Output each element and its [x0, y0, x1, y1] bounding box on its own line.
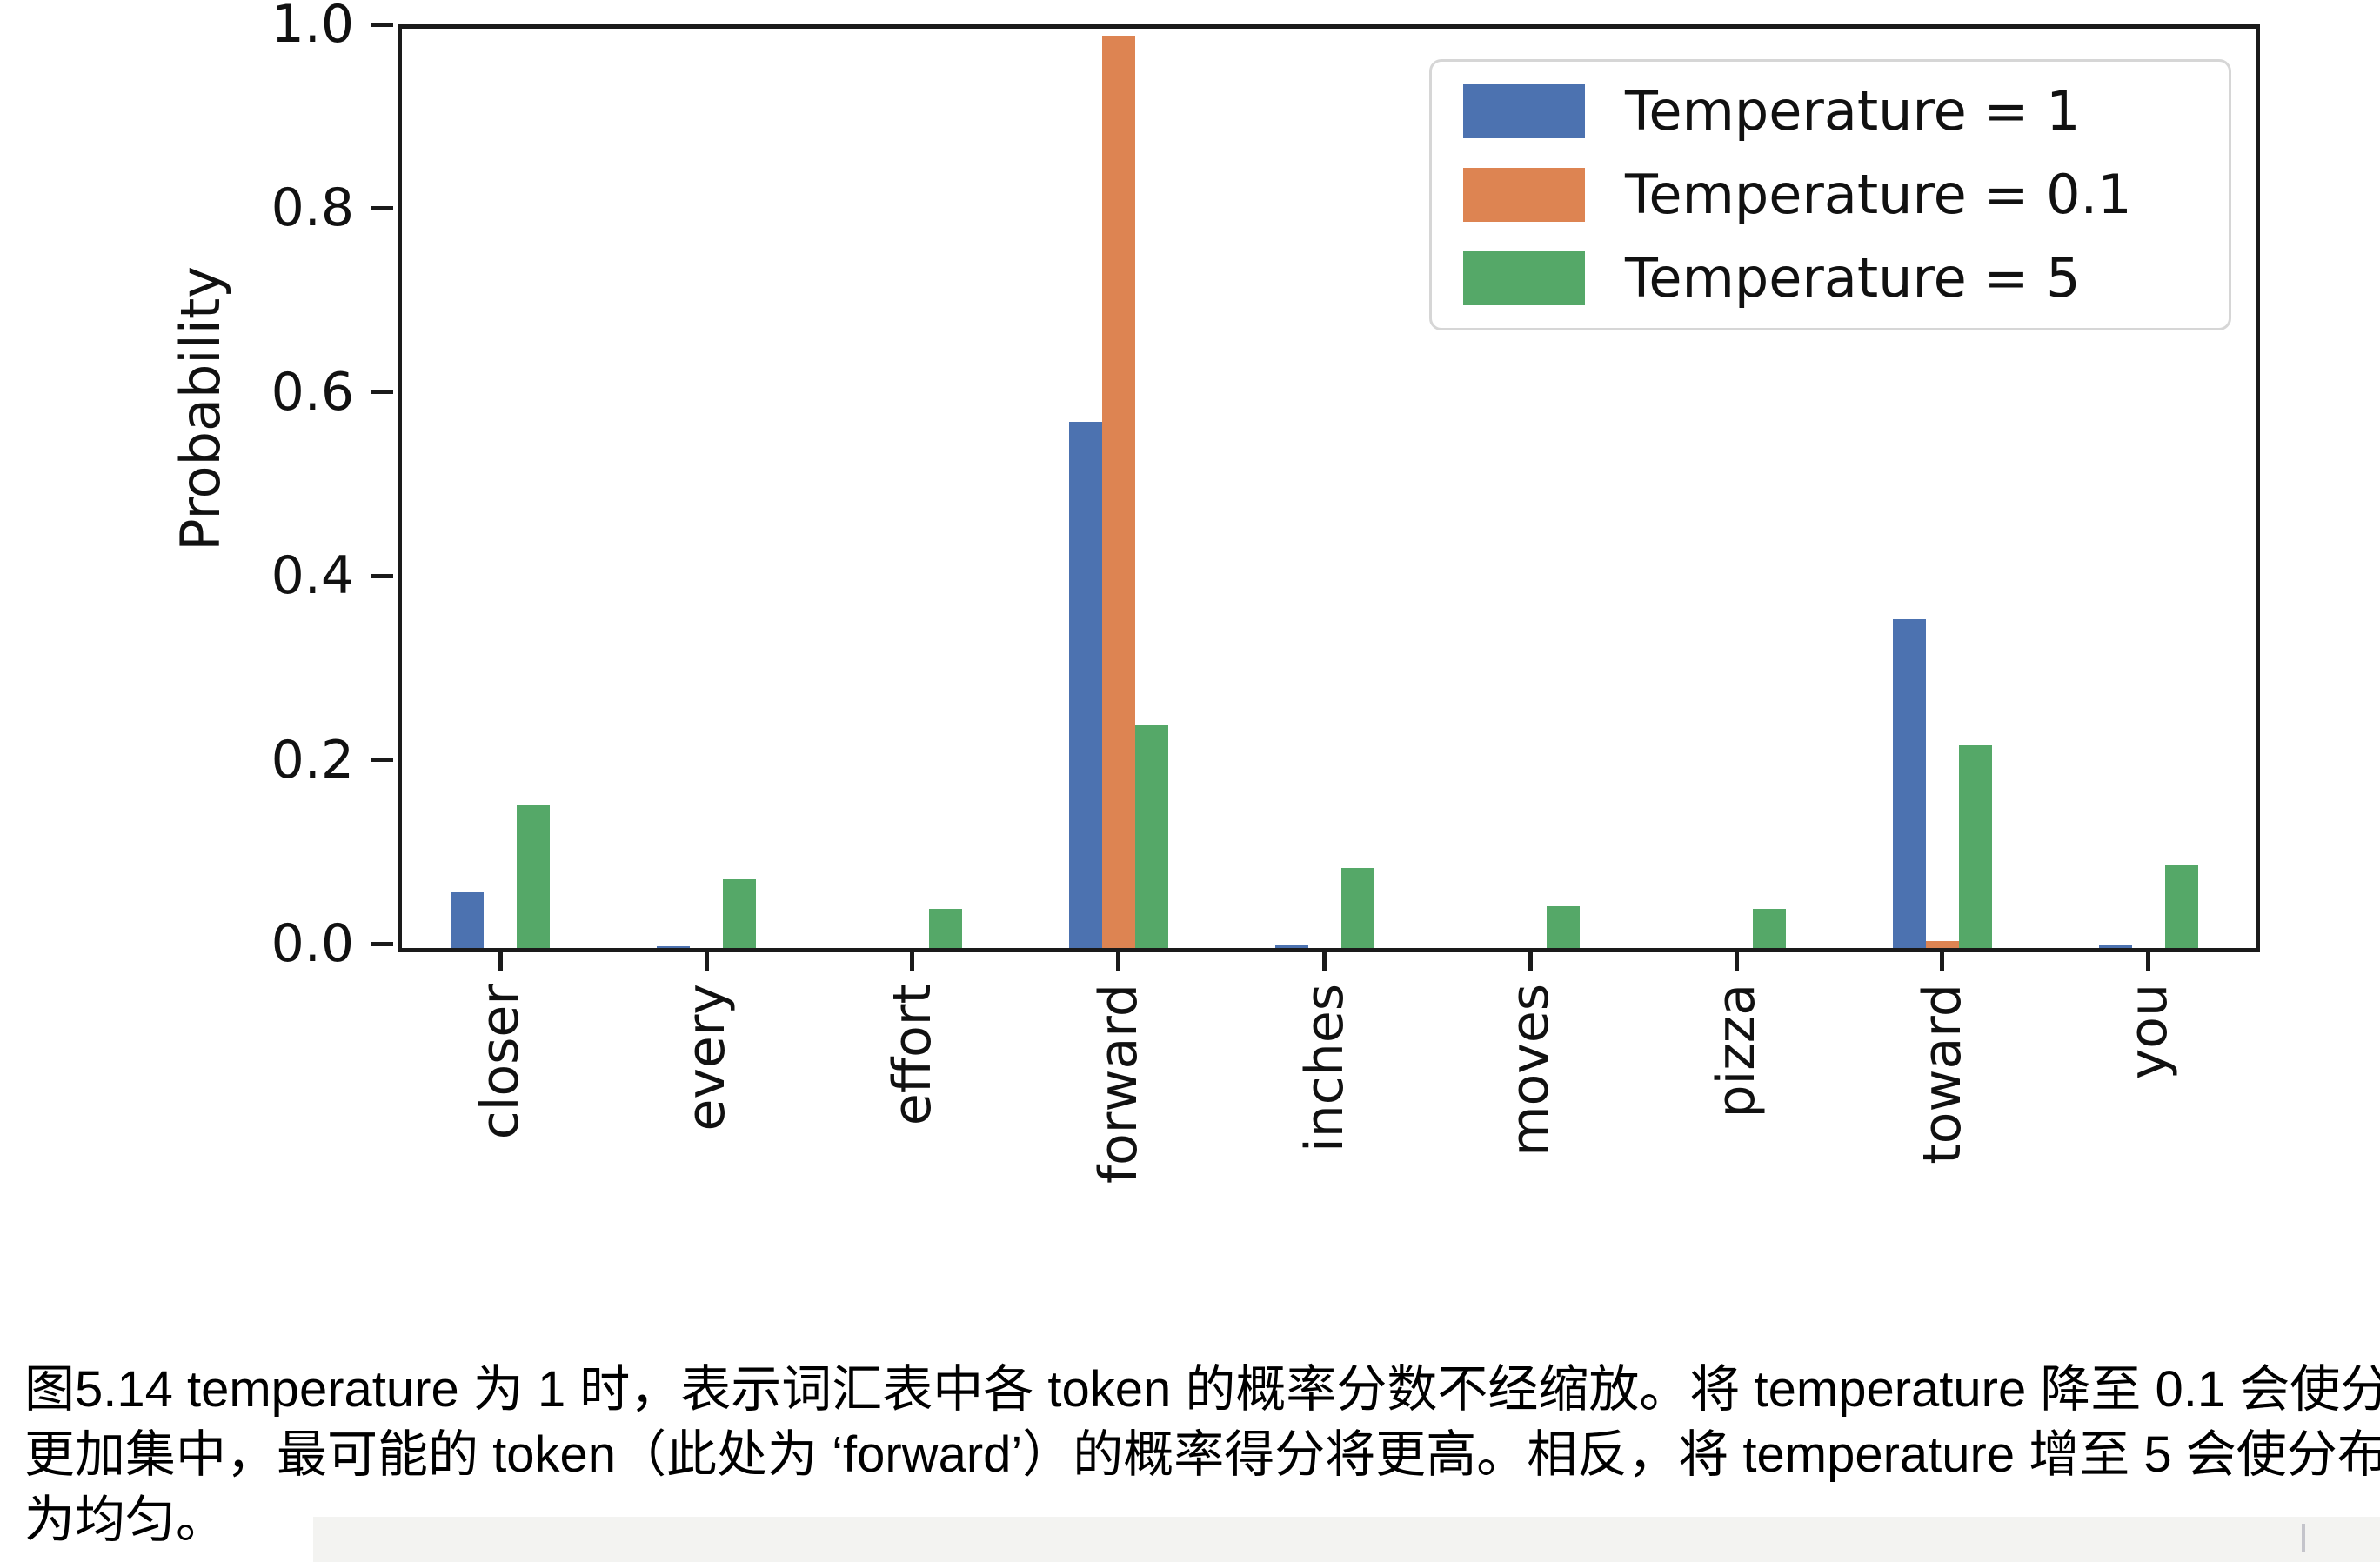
y-tick-label-0.2: 0.2 [271, 729, 354, 791]
x-tick-label-effort: effort [881, 984, 943, 1126]
bar-forward-temperature-5 [1134, 725, 1168, 948]
bar-toward-temperature-1 [1892, 619, 1926, 948]
legend-item-temperature-1: Temperature = 1 [1463, 83, 2211, 140]
figure-caption-line-1: 图5.14 temperature 为 1 时，表示词汇表中各 token 的概… [24, 1361, 2380, 1418]
bar-you-temperature-1 [2098, 945, 2132, 948]
y-tick-label-0.4: 0.4 [271, 545, 354, 607]
bar-pizza-temperature-5 [1753, 909, 1787, 948]
bottom-partial-content-strip [313, 1517, 2380, 1562]
y-tick-mark-0.0 [371, 941, 393, 946]
legend-label-temperature-5: Temperature = 5 [1625, 246, 2081, 310]
legend-swatch-temperature-1-icon [1463, 84, 1585, 138]
y-tick-label-0.8: 0.8 [271, 177, 354, 239]
bar-every-temperature-1 [657, 946, 691, 948]
x-tick-label-pizza: pizza [1706, 984, 1768, 1118]
legend: Temperature = 1 Temperature = 0.1 Temper… [1429, 59, 2231, 330]
x-tick-mark-closer [498, 948, 503, 971]
legend-label-temperature-0-1: Temperature = 0.1 [1625, 163, 2132, 226]
x-tick-label-you: you [2117, 984, 2179, 1080]
x-tick-mark-effort [910, 948, 915, 971]
x-tick-label-forward: forward [1087, 984, 1149, 1185]
y-tick-mark-0.6 [371, 390, 393, 395]
legend-label-temperature-1: Temperature = 1 [1625, 79, 2081, 143]
x-tick-label-closer: closer [470, 984, 531, 1140]
x-tick-label-moves: moves [1500, 984, 1561, 1157]
x-tick-mark-toward [1940, 948, 1945, 971]
figure-caption-line-3: 为均匀。 [24, 1492, 227, 1548]
x-tick-label-inches: inches [1294, 984, 1355, 1152]
y-tick-label-0.6: 0.6 [271, 361, 354, 423]
legend-item-temperature-0-1: Temperature = 0.1 [1463, 166, 2211, 224]
bar-moves-temperature-5 [1547, 906, 1581, 948]
bar-forward-temperature-1 [1068, 422, 1102, 948]
y-tick-mark-0.4 [371, 573, 393, 578]
y-tick-mark-1.0 [371, 22, 393, 27]
x-tick-mark-inches [1322, 948, 1327, 971]
legend-swatch-temperature-0-1-icon [1463, 168, 1585, 222]
bar-every-temperature-5 [723, 879, 757, 948]
figure-caption-line-2: 更加集中，最可能的 token（此处为 ‘forward’）的概率得分将更高。相… [24, 1426, 2380, 1483]
bar-toward-temperature-5 [1958, 745, 1992, 948]
x-tick-label-toward: toward [1911, 984, 1973, 1165]
bottom-cursor-mark [2302, 1524, 2305, 1552]
bar-forward-temperature-0.1 [1101, 36, 1135, 948]
y-tick-label-0.0: 0.0 [271, 913, 354, 974]
bar-closer-temperature-1 [451, 892, 485, 948]
legend-swatch-temperature-5-icon [1463, 251, 1585, 305]
x-tick-mark-you [2146, 948, 2151, 971]
x-tick-mark-pizza [1734, 948, 1739, 971]
x-tick-mark-every [704, 948, 709, 971]
x-tick-label-every: every [676, 984, 738, 1131]
x-tick-mark-forward [1116, 948, 1121, 971]
bar-toward-temperature-0.1 [1925, 941, 1959, 948]
y-tick-mark-0.2 [371, 758, 393, 763]
bar-closer-temperature-5 [517, 805, 551, 948]
legend-item-temperature-5: Temperature = 5 [1463, 250, 2211, 307]
y-tick-mark-0.8 [371, 205, 393, 210]
bar-inches-temperature-1 [1274, 945, 1308, 948]
bar-effort-temperature-5 [928, 909, 962, 948]
x-tick-mark-moves [1528, 948, 1533, 971]
y-tick-label-1.0: 1.0 [271, 0, 354, 55]
bar-inches-temperature-5 [1340, 868, 1374, 948]
bar-you-temperature-5 [2164, 865, 2198, 948]
